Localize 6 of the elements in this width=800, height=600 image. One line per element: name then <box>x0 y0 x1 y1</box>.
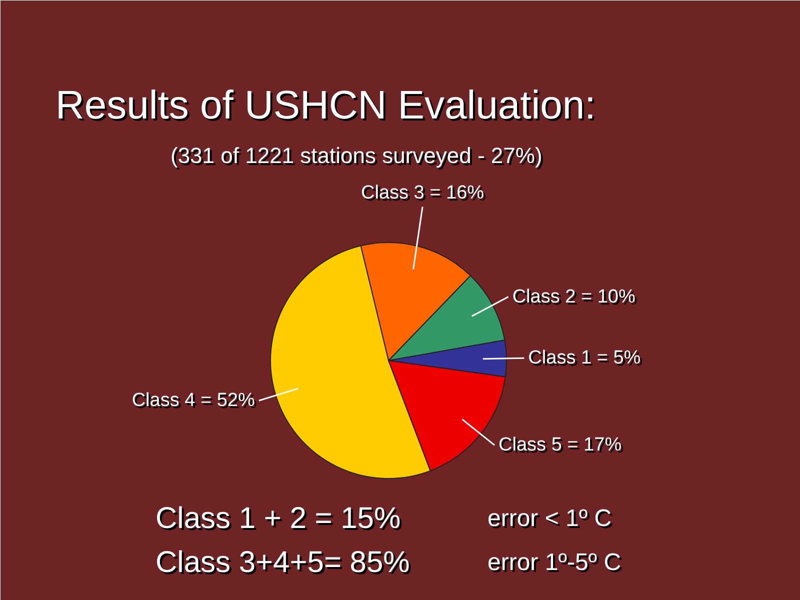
text: Class 1 + 2 = 15% <box>156 502 401 535</box>
chart-title: Results of USHCN Evaluation: <box>58 86 598 130</box>
chart-subtitle: (331 of 1221 stations surveyed - 27%) <box>172 145 544 170</box>
text: error < 1º C <box>488 505 612 532</box>
text: error 1º-5º C <box>488 549 622 576</box>
text: Class 3+4+5= 85% <box>156 546 410 579</box>
